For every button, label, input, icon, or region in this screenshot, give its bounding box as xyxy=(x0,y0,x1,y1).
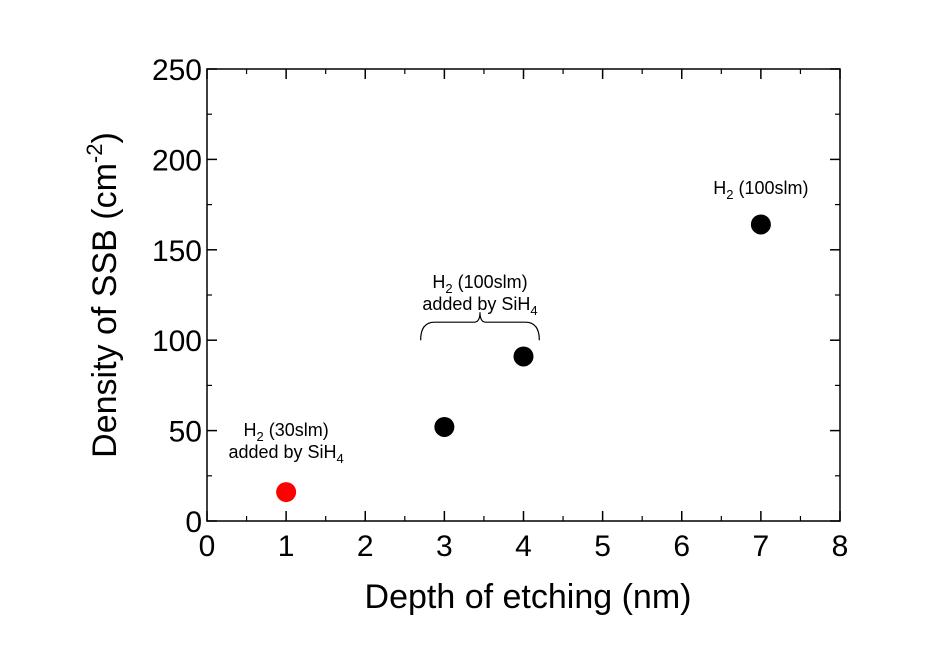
annotation-2-line-0-seg-2: (100slm) xyxy=(733,178,808,198)
y-axis-title-sup: -2 xyxy=(82,144,107,164)
annotation-2-line-0-seg-1: 2 xyxy=(726,187,733,202)
annotation-2-line-0-seg-0: H xyxy=(713,178,726,198)
x-tick-label-8: 8 xyxy=(832,530,849,563)
x-tick-label-0: 0 xyxy=(199,530,216,563)
annotation-0-line-1: added by SiH4 xyxy=(228,442,343,466)
annotation-1-line-0-seg-1: 2 xyxy=(445,281,452,296)
y-axis-title: Density of SSB (cm-2) xyxy=(82,132,124,458)
x-tick-label-7: 7 xyxy=(753,530,770,563)
annotation-1-line-1: added by SiH4 xyxy=(422,294,537,318)
data-point-0-0 xyxy=(276,482,297,503)
y-tick-label-3: 150 xyxy=(152,235,202,268)
data-point-1-1 xyxy=(513,346,534,367)
x-tick-label-6: 6 xyxy=(673,530,690,563)
annotation-0-line-0-seg-1: 2 xyxy=(257,429,264,444)
tick-labels: 0 1 2 3 4 5 6 7 8 0 50 100 150 200 250 xyxy=(152,54,848,563)
x-tick-label-5: 5 xyxy=(594,530,611,563)
y-tick-label-1: 50 xyxy=(169,416,202,449)
annotation-bracket-1 xyxy=(420,312,540,341)
annotation-1-line-1-seg-0: added by SiH xyxy=(422,294,530,314)
annotation-2-line-0: H2 (100slm) xyxy=(713,178,808,202)
data-point-1-0 xyxy=(434,416,455,437)
annotation-0-line-0-seg-0: H xyxy=(244,420,257,440)
annotation-0-line-0-seg-2: (30slm) xyxy=(264,420,329,440)
annotation-1-line-1-seg-1: 4 xyxy=(530,303,537,318)
y-tick-label-2: 100 xyxy=(152,325,202,358)
annotation-1-line-0-seg-2: (100slm) xyxy=(453,272,528,292)
x-axis-title: Depth of etching (nm) xyxy=(365,578,692,616)
data-points xyxy=(276,214,771,503)
x-tick-label-2: 2 xyxy=(357,530,374,563)
data-point-1-2 xyxy=(750,214,771,235)
y-tick-label-5: 250 xyxy=(152,54,202,87)
y-tick-label-0: 0 xyxy=(185,506,202,539)
axis-ticks xyxy=(206,68,841,522)
y-axis-title-close: ) xyxy=(86,132,124,143)
x-tick-label-1: 1 xyxy=(278,530,295,563)
annotation-0-line-1-seg-0: added by SiH xyxy=(228,442,336,462)
y-axis-title-main: Density of SSB (cm xyxy=(86,163,124,458)
y-tick-label-4: 200 xyxy=(152,144,202,177)
x-tick-label-4: 4 xyxy=(515,530,532,563)
annotation-0-line-1-seg-1: 4 xyxy=(337,451,344,466)
annotation-1-line-0-seg-0: H xyxy=(432,272,445,292)
annotation-1-line-0: H2 (100slm) xyxy=(432,272,527,296)
x-tick-label-3: 3 xyxy=(436,530,453,563)
annotation-0-line-0: H2 (30slm) xyxy=(244,420,329,444)
